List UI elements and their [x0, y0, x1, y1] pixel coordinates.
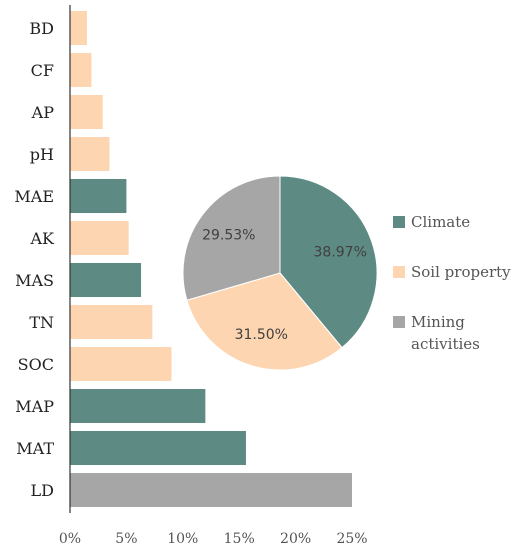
legend-swatch [393, 316, 405, 328]
legend-label: Climate [411, 213, 470, 231]
category-label: MAS [15, 271, 54, 290]
legend-swatch [393, 216, 405, 228]
legend: Climate Soil property Mining activities [393, 213, 511, 353]
bar-mat [70, 431, 246, 465]
category-label: TN [29, 313, 54, 332]
pie-value-label: 31.50% [235, 327, 288, 343]
bar-ap [70, 95, 103, 129]
x-tick-label: 15% [224, 531, 255, 547]
bar-cf [70, 53, 92, 87]
bar-mae [70, 179, 127, 213]
x-tick-label: 0% [59, 531, 81, 547]
pie-slice-mining-activities [182, 175, 281, 301]
category-label: LD [31, 481, 54, 500]
category-label: MAE [14, 187, 54, 206]
x-tick-label: 20% [280, 531, 311, 547]
category-label: BD [29, 19, 54, 38]
bar-ph [70, 137, 110, 171]
bar-ak [70, 221, 129, 255]
legend-label: Mining activities [411, 313, 480, 353]
legend-label: Soil property [411, 263, 511, 281]
axes: BD CF AP pH MAE AK MAS TN SOC MAP MAT LD 0% 5% 10% 15% 2… [14, 5, 368, 547]
pie-value-label: 38.97% [314, 244, 367, 260]
bar-map [70, 389, 206, 423]
category-label: MAT [16, 439, 54, 458]
bar-chart [70, 11, 352, 507]
x-tick-label: 10% [167, 531, 198, 547]
bar-bd [70, 11, 87, 45]
bar-ld [70, 473, 352, 507]
pie-value-label: 29.53% [202, 228, 255, 244]
bar-tn [70, 305, 153, 339]
category-label: CF [31, 61, 54, 80]
category-label: AP [31, 103, 55, 122]
legend-swatch [393, 266, 405, 278]
bar-mas [70, 263, 142, 297]
category-label: AK [29, 229, 55, 248]
category-label: MAP [15, 397, 54, 416]
category-label: SOC [18, 355, 54, 374]
pie-slice-soil-property [186, 272, 343, 371]
x-tick-label: 25% [336, 531, 367, 547]
pie-slice-climate [279, 175, 378, 349]
category-label: pH [30, 145, 54, 164]
x-tick-label: 5% [115, 531, 137, 547]
bar-soc [70, 347, 172, 381]
pie-chart: 38.97% 31.50% 29.53% [182, 175, 378, 371]
